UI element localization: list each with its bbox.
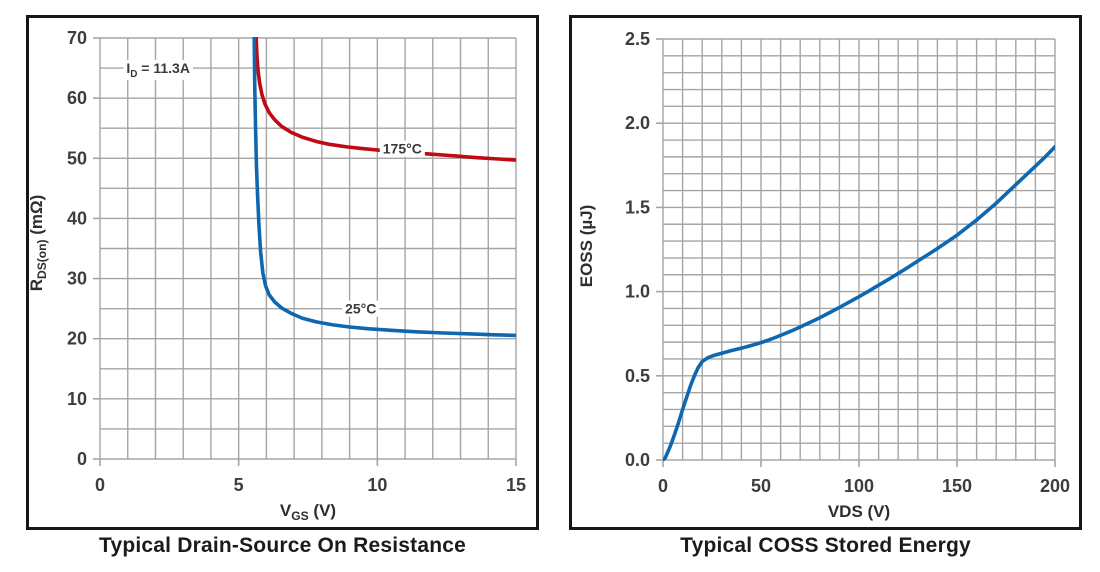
svg-text:1.5: 1.5 [625, 197, 650, 217]
tick-marks [93, 37, 517, 466]
x-axis-label: VDS (V) [828, 502, 890, 521]
y-axis-label: EOSS (µJ) [577, 205, 596, 288]
svg-text:50: 50 [751, 476, 771, 496]
chart-title-eoss: Typical COSS Stored Energy [680, 534, 971, 557]
chart-title-rdson: Typical Drain-Source On Resistance [98, 534, 467, 557]
curve-EOSS [663, 144, 1055, 461]
tick-labels: 0 5 10 15 0 10 20 30 40 50 60 70 [67, 28, 526, 495]
annotation-background [123, 60, 193, 81]
svg-text:50: 50 [67, 148, 87, 168]
eoss-chart: 0 50 100 150 200 0.0 0.5 1.0 1.5 2.0 2.5 VDS (V) EOS… [577, 29, 1070, 521]
tick-marks [656, 38, 1056, 467]
svg-text:200: 200 [1040, 476, 1070, 496]
grid-lines [662, 38, 1056, 461]
grid-lines [99, 37, 517, 460]
svg-text:0: 0 [95, 475, 105, 495]
svg-text:10: 10 [367, 475, 387, 495]
curve-annotation: 175°C [383, 141, 422, 157]
svg-text:5: 5 [234, 475, 244, 495]
curve-175°C [254, 37, 516, 162]
svg-text:2.5: 2.5 [625, 29, 650, 49]
svg-text:60: 60 [67, 88, 87, 108]
svg-text:70: 70 [67, 28, 87, 48]
rdson-chart: 0 5 10 15 0 10 20 30 40 50 60 70 VGS (V) RDS(on) (mΩ)… [27, 28, 526, 523]
y-axis-label: RDS(on) (mΩ) [29, 195, 49, 292]
svg-text:100: 100 [844, 476, 874, 496]
svg-text:20: 20 [67, 329, 87, 349]
chart-panel-eoss: 0 50 100 150 200 0.0 0.5 1.0 1.5 2.0 2.5 VDS (V) EOS… [569, 15, 1082, 530]
svg-text:10: 10 [67, 389, 87, 409]
annotation-background [342, 300, 380, 317]
svg-text:0: 0 [658, 476, 668, 496]
x-axis-label: VGS (V) [280, 501, 336, 523]
svg-text:0.0: 0.0 [625, 450, 650, 470]
chart-panel-rdson: 0 5 10 15 0 10 20 30 40 50 60 70 VGS (V) RDS(on) (mΩ)… [26, 15, 539, 530]
svg-text:40: 40 [67, 208, 87, 228]
svg-text:150: 150 [942, 476, 972, 496]
annotation-background [379, 140, 425, 157]
svg-text:0.5: 0.5 [625, 366, 650, 386]
svg-text:30: 30 [67, 269, 87, 289]
curve-25°C [252, 37, 516, 338]
svg-text:15: 15 [506, 475, 526, 495]
svg-text:0: 0 [77, 449, 87, 469]
tick-labels: 0 50 100 150 200 0.0 0.5 1.0 1.5 2.0 2.5 [625, 29, 1070, 496]
curve-annotation: ID = 11.3A [126, 60, 190, 80]
svg-text:1.0: 1.0 [625, 282, 650, 302]
curve-annotation: 25°C [345, 301, 376, 317]
svg-text:2.0: 2.0 [625, 113, 650, 133]
